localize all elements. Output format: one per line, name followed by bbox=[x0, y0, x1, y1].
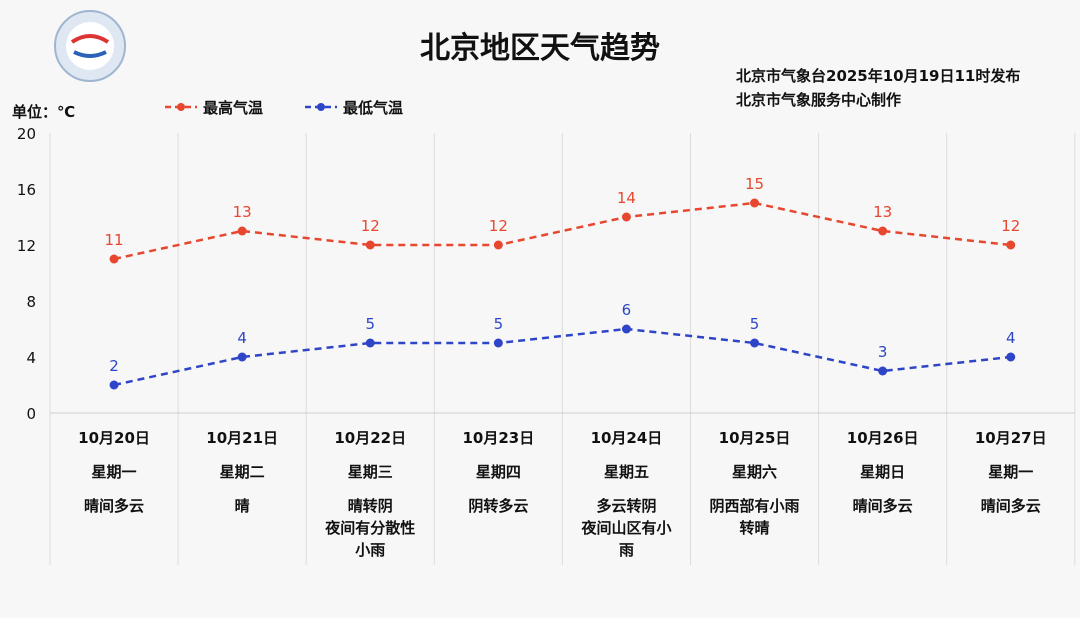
date-label: 10月23日 bbox=[462, 429, 534, 447]
data-label: 3 bbox=[878, 343, 888, 361]
series-layer: 11 13 12 12 14 15 13 12 2 4 5 5 6 5 3 4 bbox=[105, 175, 1020, 390]
date-label: 10月27日 bbox=[975, 429, 1047, 447]
y-tick-label: 12 bbox=[17, 237, 36, 255]
data-label: 4 bbox=[1006, 329, 1016, 347]
data-label: 5 bbox=[750, 315, 760, 333]
data-label: 12 bbox=[489, 217, 508, 235]
weather-label: 阴西部有小雨 bbox=[710, 497, 800, 515]
date-label: 10月24日 bbox=[591, 429, 663, 447]
data-point bbox=[365, 338, 375, 348]
weather-label: 阴转多云 bbox=[468, 497, 528, 515]
weather-label: 晴 bbox=[235, 497, 250, 515]
data-label: 14 bbox=[617, 189, 636, 207]
data-point bbox=[493, 338, 503, 348]
series-0: 11 13 12 12 14 15 13 12 bbox=[105, 175, 1020, 264]
weather-label: 夜间山区有小 bbox=[580, 519, 671, 537]
weather-label: 转晴 bbox=[740, 519, 770, 537]
y-tick-label: 16 bbox=[17, 181, 36, 199]
y-tick-label: 4 bbox=[26, 349, 36, 367]
data-point bbox=[750, 198, 760, 208]
data-point bbox=[493, 240, 503, 250]
unit-label: 单位：℃ bbox=[12, 103, 75, 121]
date-label: 10月26日 bbox=[847, 429, 919, 447]
weekday-label: 星期一 bbox=[92, 463, 137, 481]
weather-label: 夜间有分散性 bbox=[324, 519, 415, 537]
data-label: 2 bbox=[109, 357, 119, 375]
weather-label: 多云转阴 bbox=[596, 497, 656, 515]
data-point bbox=[109, 254, 119, 264]
legend-label: 最高气温 bbox=[203, 99, 263, 117]
data-point bbox=[1006, 240, 1016, 250]
logo bbox=[54, 10, 126, 82]
data-point bbox=[621, 212, 631, 222]
grid bbox=[49, 133, 1076, 565]
x-categories: 10月20日星期一晴间多云10月21日星期二晴10月22日星期三晴转阴夜间有分散… bbox=[78, 429, 1046, 559]
weekday-label: 星期四 bbox=[476, 463, 521, 481]
data-label: 6 bbox=[622, 301, 632, 319]
data-label: 13 bbox=[233, 203, 252, 221]
date-label: 10月22日 bbox=[334, 429, 406, 447]
y-axis: 0 4 8 12 16 20 bbox=[17, 125, 36, 423]
data-point bbox=[1006, 352, 1016, 362]
series-1: 2 4 5 5 6 5 3 4 bbox=[109, 301, 1016, 390]
weekday-label: 星期三 bbox=[348, 463, 393, 481]
legend-label: 最低气温 bbox=[343, 99, 403, 117]
data-label: 4 bbox=[237, 329, 247, 347]
data-point bbox=[621, 324, 631, 334]
data-label: 12 bbox=[361, 217, 380, 235]
weekday-label: 星期二 bbox=[220, 463, 265, 481]
issuer-text: 北京市气象台2025年10月19日11时发布 bbox=[736, 67, 1020, 85]
data-label: 12 bbox=[1001, 217, 1020, 235]
data-label: 13 bbox=[873, 203, 892, 221]
weekday-label: 星期六 bbox=[732, 463, 777, 481]
data-point bbox=[237, 352, 247, 362]
series-line bbox=[113, 201, 1011, 261]
data-point bbox=[878, 366, 888, 376]
date-label: 10月25日 bbox=[719, 429, 791, 447]
data-point bbox=[878, 226, 888, 236]
date-label: 10月20日 bbox=[78, 429, 150, 447]
y-tick-label: 20 bbox=[17, 125, 36, 143]
legend-marker bbox=[317, 103, 325, 111]
data-point bbox=[237, 226, 247, 236]
data-label: 11 bbox=[105, 231, 124, 249]
weather-label: 晴间多云 bbox=[981, 497, 1041, 515]
legend-marker bbox=[177, 103, 185, 111]
data-point bbox=[109, 380, 119, 390]
data-label: 5 bbox=[365, 315, 375, 333]
weather-label: 小雨 bbox=[355, 541, 385, 559]
data-point bbox=[365, 240, 375, 250]
data-label: 5 bbox=[494, 315, 504, 333]
y-tick-label: 8 bbox=[26, 293, 36, 311]
weekday-label: 星期五 bbox=[604, 463, 649, 481]
y-tick-label: 0 bbox=[26, 405, 36, 423]
data-point bbox=[750, 338, 760, 348]
data-label: 15 bbox=[745, 175, 764, 193]
weather-label: 晴间多云 bbox=[853, 497, 913, 515]
weather-label: 晴转阴 bbox=[348, 497, 393, 515]
weekday-label: 星期一 bbox=[988, 463, 1033, 481]
weekday-label: 星期日 bbox=[860, 463, 905, 481]
maker-text: 北京市气象服务中心制作 bbox=[736, 91, 901, 109]
chart-title: 北京地区天气趋势 bbox=[420, 31, 660, 66]
date-label: 10月21日 bbox=[206, 429, 278, 447]
weather-label: 晴间多云 bbox=[84, 497, 144, 515]
weather-label: 雨 bbox=[619, 541, 634, 559]
legend: 最高气温 最低气温 bbox=[165, 99, 403, 117]
